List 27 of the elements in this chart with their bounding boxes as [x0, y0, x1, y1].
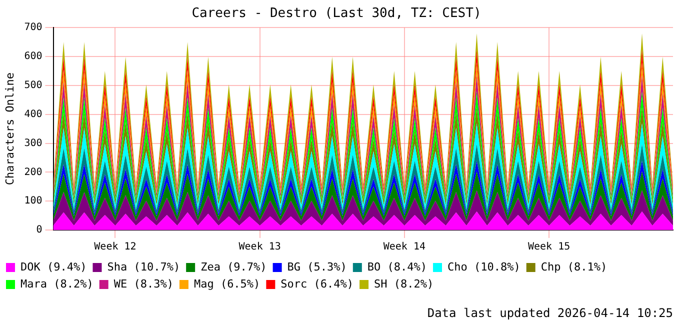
x-tick-label: Week 14	[383, 242, 426, 253]
chart-title: Careers - Destro (Last 30d, TZ: CEST)	[192, 6, 482, 22]
legend-label: SH (8.2%)	[374, 277, 434, 290]
legend-label: Sha (10.7%)	[107, 260, 180, 274]
y-tick-label: 100	[24, 196, 42, 207]
legend-label: DOK (9.4%)	[20, 260, 87, 274]
legend-label: Sorc (6.4%)	[280, 277, 354, 290]
legend-label: Cho (10.8%)	[448, 260, 520, 274]
legend-label: BO (8.4%)	[367, 260, 428, 274]
y-tick-label: 600	[24, 51, 42, 62]
x-tick-label: Week 15	[528, 242, 570, 253]
y-tick-label: 700	[24, 22, 42, 34]
legend-label: BG (5.3%)	[287, 260, 347, 274]
legend-label: Mara (8.2%)	[20, 277, 94, 290]
y-tick-label: 400	[24, 108, 42, 120]
legend-label: Chp (8.1%)	[540, 260, 608, 274]
legend-label: Mag (6.5%)	[194, 277, 260, 290]
y-tick-label: 0	[36, 224, 42, 236]
x-tick-label: Week 13	[238, 242, 281, 253]
y-tick-label: 200	[24, 166, 42, 178]
x-tick-label: Week 12	[94, 242, 136, 253]
y-axis-title: Characters Online	[3, 72, 16, 186]
legend-label: Zea (9.7%)	[200, 260, 267, 274]
text: Data last updated 2026-04-14 10:25	[427, 306, 673, 320]
y-tick-label: 300	[24, 138, 42, 149]
y-tick-label: 500	[24, 80, 42, 92]
legend-label: WE (8.3%)	[114, 277, 174, 290]
